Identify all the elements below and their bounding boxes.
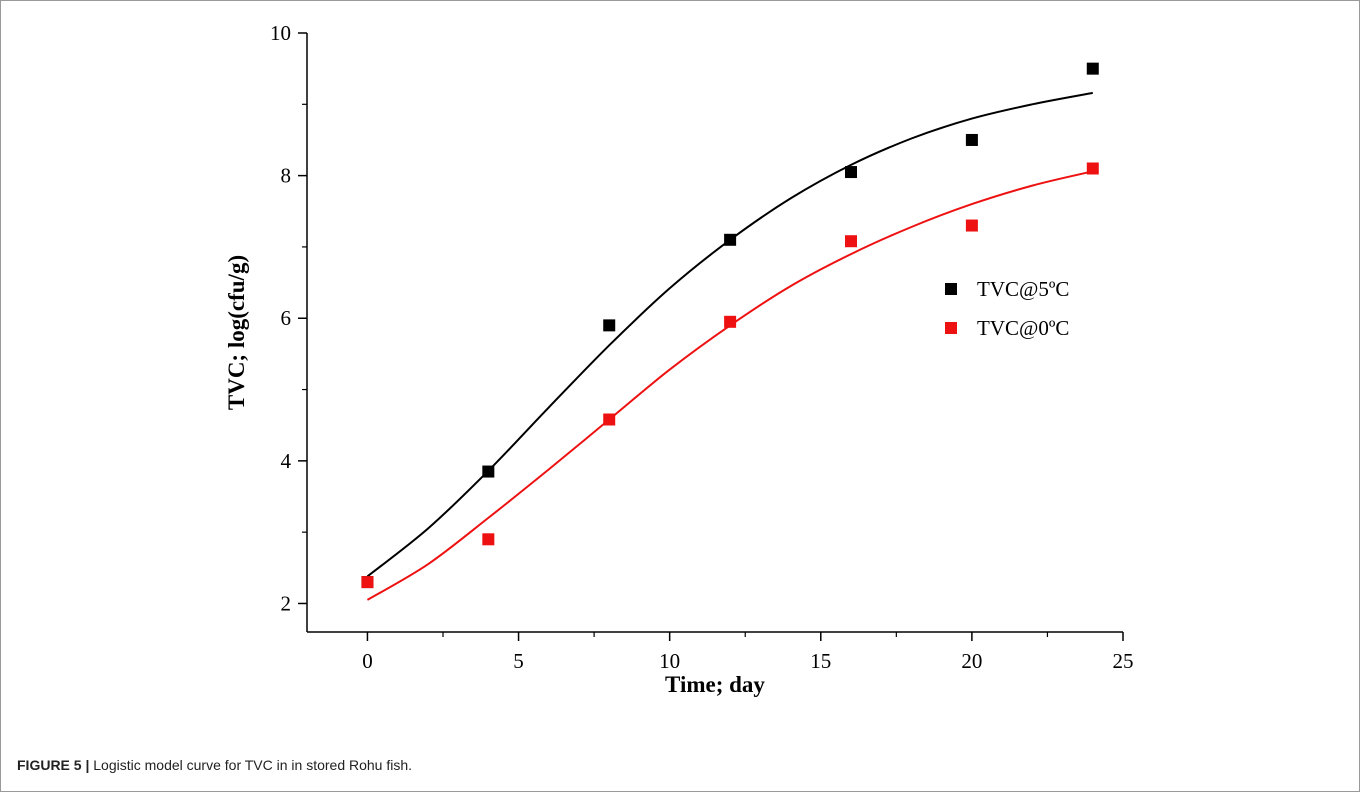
data-point-series-1 — [965, 133, 978, 146]
data-point-series-1 — [724, 233, 737, 246]
legend-label-series-1: TVC@5ºC — [977, 277, 1069, 301]
legend: TVC@5ºC TVC@0ºC — [945, 277, 1069, 340]
data-point-series-1 — [603, 319, 616, 332]
x-axis-title: Time; day — [665, 672, 765, 697]
data-point-series-2 — [361, 576, 374, 589]
legend-marker-series-2 — [945, 322, 957, 334]
fit-curves — [366, 91, 1094, 601]
y-tick-label: 10 — [270, 21, 291, 45]
data-point-series-2 — [482, 533, 495, 546]
figure-caption: FIGURE 5 | Logistic model curve for TVC … — [17, 757, 412, 773]
y-tick-label: 6 — [281, 306, 292, 330]
x-tick-label: 15 — [810, 649, 831, 673]
y-tick-label: 2 — [281, 591, 292, 615]
x-tick-label: 0 — [362, 649, 373, 673]
data-point-series-2 — [1086, 162, 1099, 175]
data-point-series-1 — [845, 166, 857, 179]
data-point-series-1 — [482, 465, 495, 478]
y-tick-label: 4 — [281, 449, 292, 473]
x-tick-label: 20 — [961, 649, 982, 673]
data-point-series-2 — [845, 235, 857, 248]
y-axis-title: TVC; log(cfu/g) — [224, 255, 249, 410]
figure-caption-label: FIGURE 5 | — [17, 757, 90, 773]
axes: 0 5 10 15 20 25 2 4 6 8 10 — [270, 21, 1134, 673]
data-point-series-1 — [1086, 62, 1099, 75]
y-tick-label: 8 — [281, 164, 292, 188]
data-point-series-2 — [965, 219, 978, 232]
figure-caption-text: Logistic model curve for TVC in in store… — [89, 757, 413, 773]
legend-label-series-2: TVC@0ºC — [977, 316, 1069, 340]
x-tick-label: 5 — [513, 649, 524, 673]
legend-marker-series-1 — [945, 283, 957, 295]
data-point-series-2 — [603, 413, 616, 426]
x-tick-label: 25 — [1113, 649, 1134, 673]
chart: 0 5 10 15 20 25 2 4 6 8 10 TVC@5ºC TVC@0ºC Time; da… — [224, 21, 1134, 697]
data-points — [361, 62, 1099, 589]
x-tick-label: 10 — [659, 649, 680, 673]
data-point-series-2 — [724, 315, 737, 328]
